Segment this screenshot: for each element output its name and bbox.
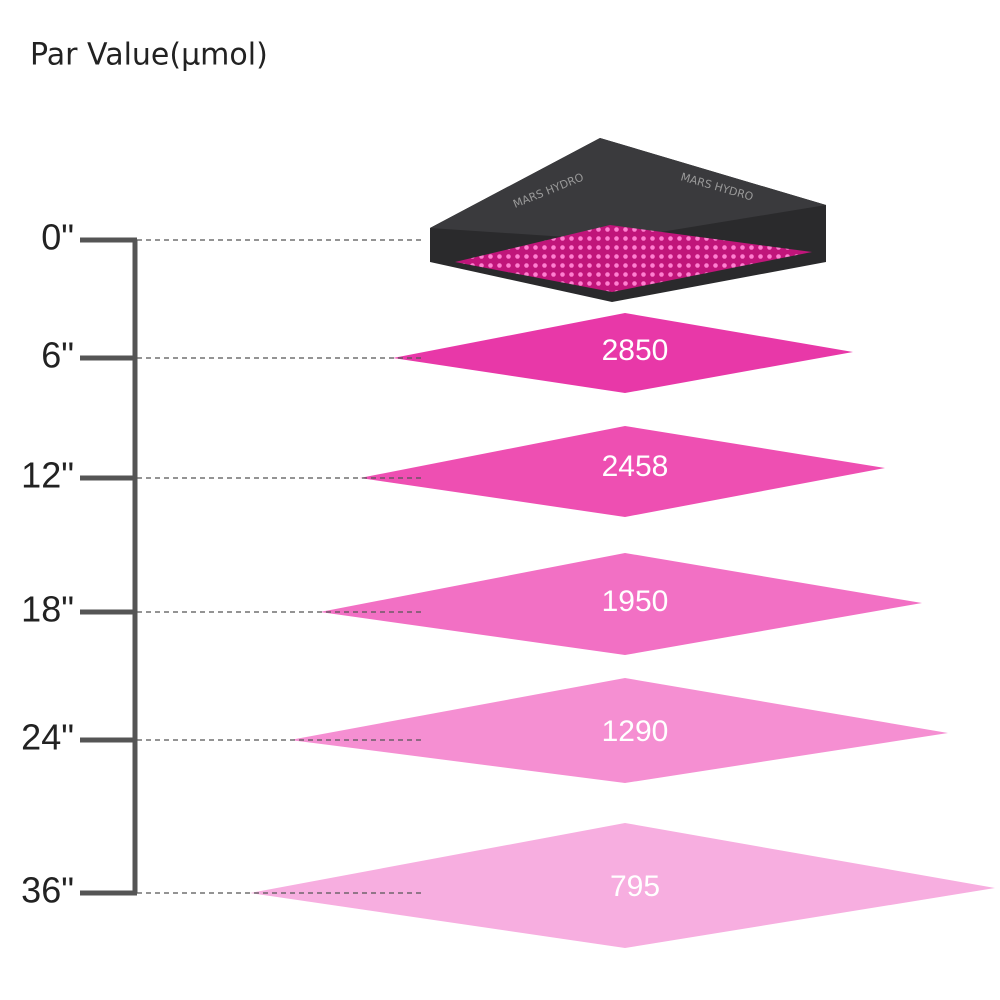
height-label: 36": [21, 870, 74, 911]
par-value: 1950: [602, 585, 669, 618]
led-panel: [455, 225, 812, 292]
height-label: 24": [21, 717, 74, 758]
lamp: MARS HYDRO MARS HYDRO: [430, 138, 826, 302]
par-diamond: [290, 678, 948, 783]
title: Par Value(µmol): [30, 38, 268, 73]
par-value: 2850: [602, 334, 669, 367]
par-diamond: [250, 823, 995, 948]
height-label: 6": [41, 335, 74, 376]
par-diamond: [393, 313, 853, 393]
par-value: 1290: [602, 715, 669, 748]
par-value: 2458: [602, 450, 669, 483]
height-label: 0": [41, 217, 74, 258]
height-label: 12": [21, 455, 74, 496]
par-diamond: [360, 426, 885, 517]
lamp-top: [430, 138, 826, 240]
par-diamond: [320, 553, 922, 655]
par-value: 795: [610, 870, 660, 903]
height-label: 18": [21, 589, 74, 630]
